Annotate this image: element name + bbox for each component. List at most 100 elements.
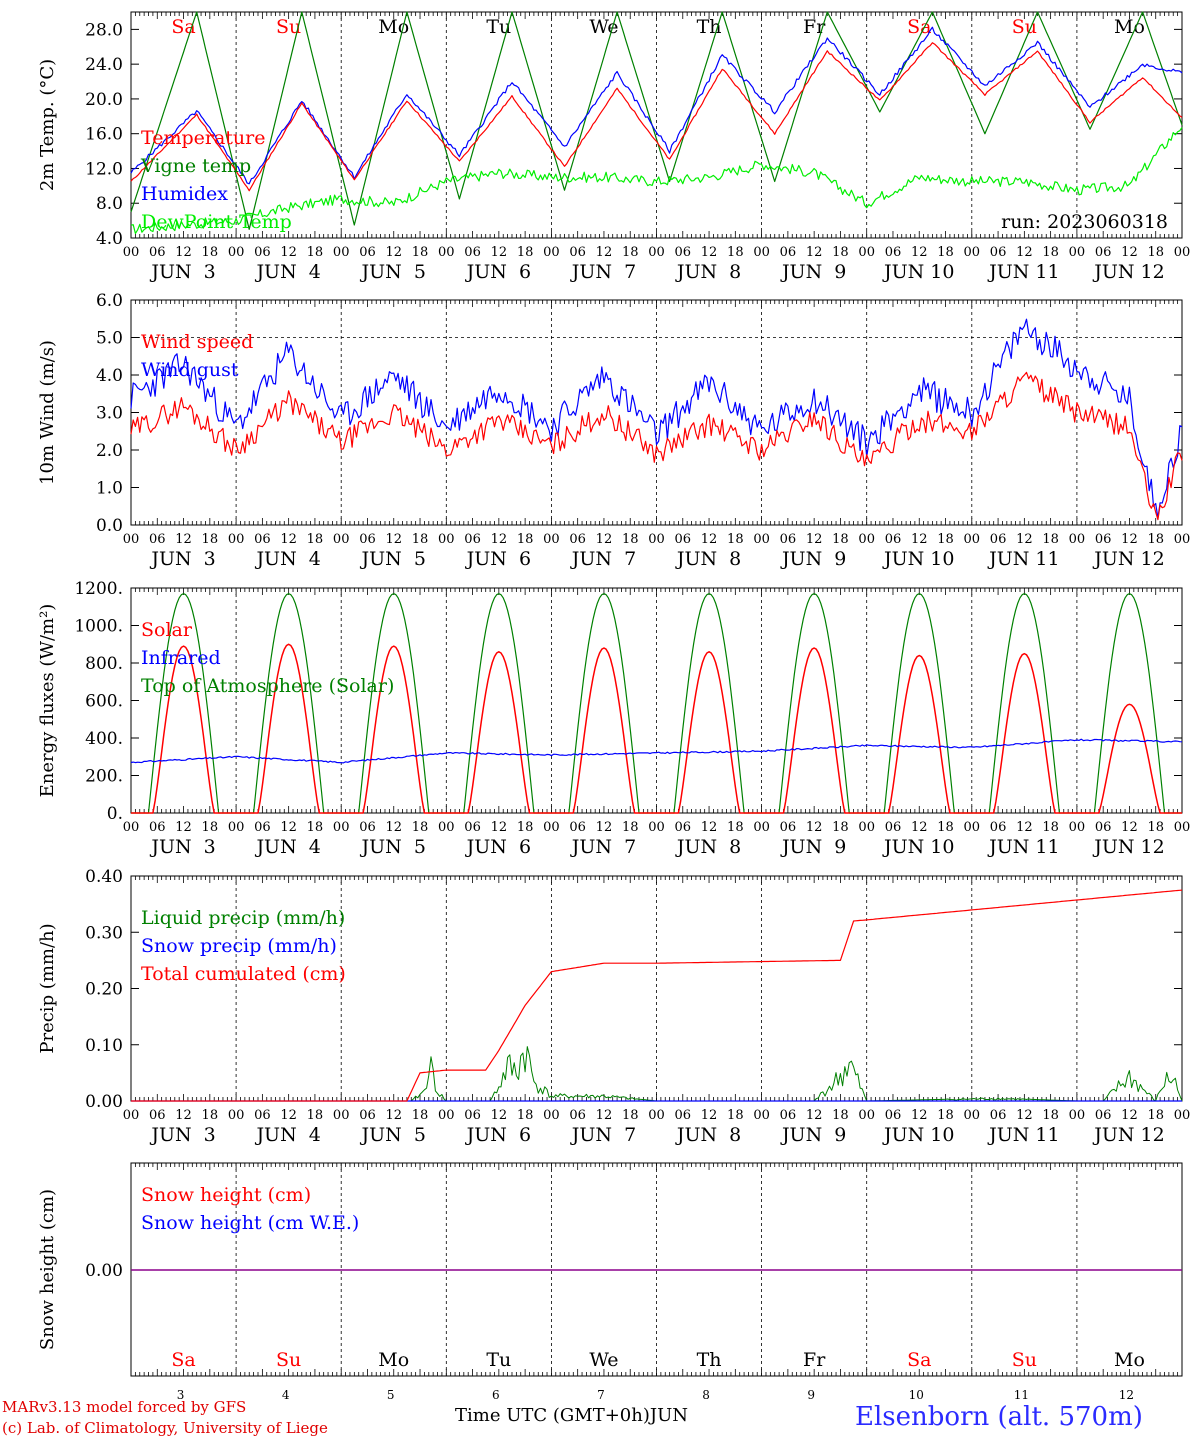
day-label: JUN 6	[465, 1124, 531, 1146]
hour-tick-label: 06	[149, 245, 166, 260]
hour-tick-label: 18	[1042, 820, 1059, 835]
legend-entry: Temperature	[141, 127, 265, 149]
y-tick-label: 1200.	[74, 579, 123, 599]
hour-tick-label: 18	[622, 245, 639, 260]
hour-tick-label: 00	[228, 1108, 245, 1123]
hour-tick-label: 00	[228, 820, 245, 835]
day-label: JUN 11	[987, 261, 1059, 283]
hour-tick-label: 06	[149, 532, 166, 547]
y-axis-label: 10m Wind (m/s)	[37, 340, 58, 485]
hour-tick-label: 18	[832, 532, 849, 547]
day-number-label: 4	[282, 1388, 290, 1402]
legend-entry: Snow precip (mm/h)	[141, 935, 337, 957]
solar-line	[131, 643, 1182, 814]
hour-tick-label: 06	[675, 1108, 692, 1123]
hour-tick-label: 00	[753, 1108, 770, 1123]
hour-tick-label: 06	[885, 820, 902, 835]
day-label: JUN 3	[149, 836, 215, 858]
hour-tick-label: 00	[438, 820, 455, 835]
hour-tick-label: 12	[1121, 1108, 1138, 1123]
hour-tick-label: 00	[543, 245, 560, 260]
hour-tick-label: 00	[1069, 820, 1086, 835]
hour-tick-label: 18	[832, 245, 849, 260]
hour-tick-label: 12	[175, 532, 192, 547]
weekday-label: Su	[1012, 1349, 1037, 1371]
day-label: JUN 7	[570, 836, 636, 858]
y-tick-label: 0.40	[85, 867, 123, 887]
day-label: JUN 8	[675, 548, 741, 570]
day-label: JUN 8	[675, 261, 741, 283]
hour-tick-label: 06	[885, 532, 902, 547]
hour-tick-label: 00	[1069, 1108, 1086, 1123]
hour-tick-label: 12	[701, 532, 718, 547]
hour-tick-label: 18	[622, 532, 639, 547]
y-tick-label: 0.00	[85, 1261, 123, 1281]
day-label: JUN 12	[1092, 1124, 1164, 1146]
hour-tick-label: 06	[359, 532, 376, 547]
day-label: JUN 4	[254, 1124, 320, 1146]
y-tick-label: 1000.	[74, 617, 123, 637]
hour-tick-label: 06	[359, 1108, 376, 1123]
y-tick-label: 8.0	[96, 194, 123, 214]
hour-tick-label: 12	[280, 820, 297, 835]
day-number-label: 9	[807, 1388, 815, 1402]
legend-entry: Liquid precip (mm/h)	[141, 907, 345, 929]
hour-tick-label: 18	[307, 532, 324, 547]
hour-tick-label: 00	[543, 820, 560, 835]
hour-tick-label: 06	[990, 1108, 1007, 1123]
hour-tick-label: 12	[701, 245, 718, 260]
hour-tick-label: 06	[149, 820, 166, 835]
legend-entry: Wind speed	[141, 331, 253, 353]
hour-tick-label: 00	[858, 820, 875, 835]
hour-tick-label: 12	[911, 245, 928, 260]
hour-tick-label: 18	[412, 245, 429, 260]
y-tick-label: 0.20	[85, 980, 123, 1000]
hour-tick-label: 06	[254, 245, 271, 260]
hour-tick-label: 12	[385, 1108, 402, 1123]
hour-tick-label: 18	[622, 820, 639, 835]
wind-gust-line	[130, 318, 1183, 519]
hour-tick-label: 18	[937, 1108, 954, 1123]
legend-entry: Wind gust	[141, 359, 239, 381]
hour-tick-label: 06	[569, 532, 586, 547]
y-axis-label: 2m Temp. (°C)	[37, 59, 58, 191]
hour-tick-label: 06	[254, 820, 271, 835]
day-label: JUN 9	[780, 548, 846, 570]
hour-tick-label: 00	[1069, 245, 1086, 260]
day-label: JUN 4	[254, 836, 320, 858]
y-tick-label: 0.	[107, 804, 123, 824]
hour-tick-label: 00	[858, 532, 875, 547]
legend-entry: Vigne temp	[140, 155, 251, 177]
day-label: JUN 6	[465, 548, 531, 570]
x-axis-month: JUN	[649, 1405, 689, 1426]
hour-tick-label: 12	[280, 1108, 297, 1123]
hour-tick-label: 00	[123, 532, 140, 547]
hour-tick-label: 00	[753, 245, 770, 260]
wind-speed-line	[130, 371, 1183, 521]
hour-tick-label: 00	[438, 1108, 455, 1123]
legend-entry: Snow height (cm W.E.)	[141, 1212, 359, 1234]
panel-3-frame	[130, 587, 1183, 814]
hour-tick-label: 18	[1147, 245, 1164, 260]
hour-tick-label: 12	[596, 820, 613, 835]
x-axis-label: Time UTC (GMT+0h)	[455, 1405, 650, 1426]
hour-tick-label: 12	[175, 1108, 192, 1123]
day-label: JUN 6	[465, 836, 531, 858]
legend-entry: Top of Atmosphere (Solar)	[141, 675, 394, 697]
hour-tick-label: 12	[1121, 820, 1138, 835]
hour-tick-label: 06	[1095, 245, 1112, 260]
hour-tick-label: 18	[202, 532, 219, 547]
hour-tick-label: 06	[885, 1108, 902, 1123]
hour-tick-label: 06	[149, 1108, 166, 1123]
hour-tick-label: 12	[385, 532, 402, 547]
day-number-label: 11	[1014, 1388, 1029, 1402]
y-tick-label: 1.0	[96, 479, 123, 499]
hour-tick-label: 00	[753, 532, 770, 547]
hour-tick-label: 00	[753, 820, 770, 835]
hour-tick-label: 12	[491, 532, 508, 547]
y-axis-label: Snow height (cm)	[37, 1189, 58, 1350]
weekday-label: Th	[697, 1349, 722, 1371]
hour-tick-label: 06	[675, 532, 692, 547]
x-axis-title: Time UTC (GMT+0h)JUN	[455, 1405, 688, 1426]
hour-tick-label: 00	[123, 245, 140, 260]
